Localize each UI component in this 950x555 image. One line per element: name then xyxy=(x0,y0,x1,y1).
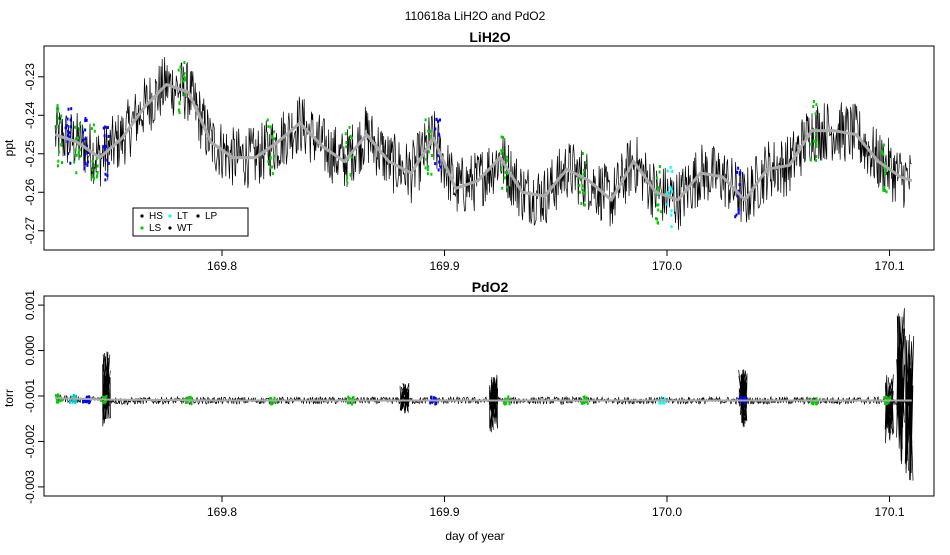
x-tick-label-pdo2: 170.0 xyxy=(652,505,682,519)
figure-title: 110618a LiH2O and PdO2 xyxy=(405,9,546,23)
calibration-marker-lih2o xyxy=(102,125,110,182)
calibration-marker-lih2o xyxy=(177,61,187,115)
calibration-marker-lih2o xyxy=(81,117,90,170)
panel-lih2o-title: LiH2O xyxy=(469,29,510,45)
legend: HS LT LP LS WT xyxy=(132,207,249,237)
panel-pdo2: PdO2 torr 169.8 169.9 170.0 170.1 -0.003 -0.0… xyxy=(2,279,935,519)
y-tick-label-pdo2: 0.000 xyxy=(23,335,37,365)
y-tick-label-lih2o: -0.26 xyxy=(23,178,37,206)
panel-lih2o: LiH2O ppt 169.8 169.9 170.0 170.1 -0.27 -0.26… xyxy=(2,29,935,273)
series-smoothed-lih2o xyxy=(54,82,913,202)
legend-label-hs: HS xyxy=(149,211,163,222)
legend-marker-ls xyxy=(140,226,144,230)
legend-label-lt: LT xyxy=(177,211,188,222)
x-tick-label-lih2o: 169.8 xyxy=(207,259,237,273)
spike-pdo2 xyxy=(102,351,111,427)
y-tick-label-lih2o: -0.27 xyxy=(23,217,37,245)
panel-pdo2-marks xyxy=(54,308,915,481)
x-tick-label-pdo2: 170.1 xyxy=(874,505,904,519)
panel-lih2o-frame xyxy=(43,45,935,251)
y-tick-label-pdo2: -0.002 xyxy=(23,424,37,458)
y-tick-label-pdo2: -0.003 xyxy=(23,470,37,504)
panel-pdo2-title: PdO2 xyxy=(472,279,509,295)
spike-pdo2 xyxy=(489,374,498,433)
panel-pdo2-frame xyxy=(43,295,935,497)
spike-pdo2 xyxy=(896,308,906,465)
spike-pdo2 xyxy=(399,383,410,414)
x-tick-label-pdo2: 169.8 xyxy=(207,505,237,519)
x-axis-label: day of year xyxy=(445,529,504,543)
y-tick-label-lih2o: -0.24 xyxy=(23,101,37,129)
panel-lih2o-axes: 169.8 169.9 170.0 170.1 -0.27 -0.26 -0.25 -0.24… xyxy=(23,63,905,273)
legend-marker-lp xyxy=(196,214,200,218)
calibration-marker-lih2o xyxy=(64,107,73,165)
y-tick-label-lih2o: -0.23 xyxy=(23,63,37,91)
y-tick-label-pdo2: 0.001 xyxy=(23,290,37,320)
y-tick-label-pdo2: -0.001 xyxy=(23,379,37,413)
legend-label-lp: LP xyxy=(205,211,218,222)
calibration-marker-lih2o xyxy=(655,165,663,225)
panel-lih2o-ylabel: ppt xyxy=(2,139,16,156)
x-tick-label-lih2o: 170.1 xyxy=(874,259,904,273)
calibration-marker-lih2o xyxy=(266,118,276,176)
legend-marker-hs xyxy=(140,214,144,218)
x-tick-label-lih2o: 170.0 xyxy=(652,259,682,273)
x-tick-label-lih2o: 169.9 xyxy=(429,259,459,273)
panel-pdo2-axes: 169.8 169.9 170.0 170.1 -0.003 -0.002 -0.001 0.… xyxy=(23,290,905,519)
legend-marker-lt xyxy=(168,214,172,218)
calibration-marker-lih2o xyxy=(90,123,99,181)
legend-label-ls: LS xyxy=(149,223,162,234)
spike-pdo2 xyxy=(884,374,894,444)
series-raw-pdo2 xyxy=(54,393,913,409)
legend-marker-wt xyxy=(168,226,172,230)
series-raw-lih2o xyxy=(54,57,912,231)
legend-box xyxy=(132,207,249,237)
panel-lih2o-marks xyxy=(54,57,913,231)
legend-label-wt: WT xyxy=(177,223,193,234)
calibration-marker-lih2o xyxy=(500,135,509,190)
panel-pdo2-ylabel: torr xyxy=(2,389,16,407)
x-tick-label-pdo2: 169.9 xyxy=(429,505,459,519)
series-smoothed-pdo2 xyxy=(55,397,912,402)
y-tick-label-lih2o: -0.25 xyxy=(23,140,37,168)
spike-pdo2 xyxy=(904,334,915,481)
